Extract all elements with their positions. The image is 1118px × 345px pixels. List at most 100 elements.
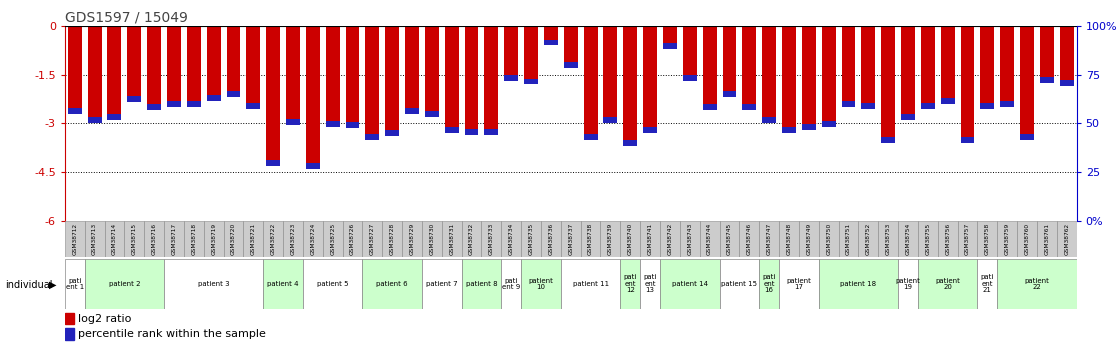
Bar (901, 26, 915, 120)
Bar (1020, 134, 1034, 140)
Text: patient
22: patient 22 (1024, 277, 1050, 290)
Bar (1038, 221, 1057, 257)
Bar (323, 221, 342, 257)
Text: GSM38741: GSM38741 (647, 223, 653, 255)
Bar (425, 111, 438, 117)
Text: GSM38739: GSM38739 (608, 223, 613, 255)
Text: GSM38753: GSM38753 (885, 223, 891, 255)
Bar (660, 259, 720, 309)
Text: GSM38744: GSM38744 (707, 223, 712, 255)
Bar (1060, 80, 1073, 86)
Bar (683, 75, 697, 81)
Text: GSM38758: GSM38758 (985, 223, 989, 255)
Bar (65, 313, 74, 324)
Bar (1040, 26, 1054, 83)
Bar (779, 221, 799, 257)
Bar (65, 221, 85, 257)
Bar (227, 26, 240, 97)
Bar (818, 259, 898, 309)
Bar (1020, 26, 1034, 140)
Text: GSM38736: GSM38736 (549, 223, 553, 255)
Bar (345, 122, 360, 128)
Bar (342, 221, 362, 257)
Text: pati
ent
21: pati ent 21 (980, 274, 994, 293)
Bar (822, 121, 835, 127)
Text: GSM38714: GSM38714 (112, 223, 117, 255)
Bar (997, 259, 1077, 309)
Bar (680, 221, 700, 257)
Bar (325, 26, 340, 127)
Text: patient 5: patient 5 (316, 281, 349, 287)
Text: patient 14: patient 14 (672, 281, 708, 287)
Bar (960, 137, 975, 143)
Text: patient
10: patient 10 (529, 277, 553, 290)
Bar (362, 259, 421, 309)
Bar (87, 26, 102, 123)
Bar (484, 129, 499, 135)
Bar (227, 91, 240, 97)
Text: GSM38760: GSM38760 (1024, 223, 1030, 255)
Bar (85, 221, 104, 257)
Bar (561, 221, 580, 257)
Text: GSM38721: GSM38721 (250, 223, 256, 255)
Bar (187, 26, 201, 107)
Bar (997, 221, 1017, 257)
Text: patient 7: patient 7 (426, 281, 457, 287)
Text: GSM38757: GSM38757 (965, 223, 970, 255)
Bar (802, 124, 816, 130)
Bar (958, 221, 977, 257)
Bar (421, 221, 442, 257)
Text: patient 3: patient 3 (198, 281, 229, 287)
Text: GSM38742: GSM38742 (667, 223, 672, 255)
Bar (65, 259, 85, 309)
Bar (183, 221, 203, 257)
Bar (604, 118, 617, 123)
Bar (879, 221, 898, 257)
Bar (127, 96, 141, 102)
Bar (663, 43, 676, 49)
Bar (127, 26, 141, 102)
Bar (620, 221, 641, 257)
Text: GSM38761: GSM38761 (1044, 223, 1050, 255)
Bar (65, 328, 74, 340)
Bar (604, 26, 617, 123)
Bar (742, 26, 756, 110)
Text: percentile rank within the sample: percentile rank within the sample (78, 329, 266, 339)
Bar (382, 221, 402, 257)
Bar (859, 221, 879, 257)
Bar (703, 105, 717, 110)
Text: GSM38734: GSM38734 (509, 223, 514, 255)
Bar (521, 221, 541, 257)
Text: GSM38728: GSM38728 (390, 223, 395, 255)
Text: GSM38720: GSM38720 (231, 223, 236, 255)
Text: GSM38752: GSM38752 (865, 223, 871, 255)
Text: GDS1597 / 15049: GDS1597 / 15049 (65, 11, 188, 25)
Bar (541, 221, 561, 257)
Bar (663, 26, 676, 49)
Bar (584, 26, 597, 140)
Bar (683, 26, 697, 81)
Text: patient
20: patient 20 (936, 277, 960, 290)
Bar (759, 221, 779, 257)
Bar (563, 62, 578, 68)
Bar (641, 259, 660, 309)
Text: GSM38740: GSM38740 (627, 223, 633, 255)
Bar (148, 105, 161, 110)
Bar (306, 163, 320, 169)
Text: GSM38754: GSM38754 (906, 223, 910, 255)
Bar (960, 26, 975, 143)
Text: GSM38746: GSM38746 (747, 223, 751, 255)
Text: patient 11: patient 11 (572, 281, 608, 287)
Bar (781, 26, 796, 133)
Bar (822, 26, 835, 127)
Bar (818, 221, 838, 257)
Bar (482, 221, 501, 257)
Bar (1060, 26, 1073, 86)
Bar (703, 26, 717, 110)
Text: GSM38719: GSM38719 (211, 223, 216, 255)
Bar (366, 26, 379, 140)
Bar (386, 26, 399, 136)
Bar (421, 259, 462, 309)
Bar (303, 259, 362, 309)
Text: GSM38731: GSM38731 (449, 223, 454, 255)
